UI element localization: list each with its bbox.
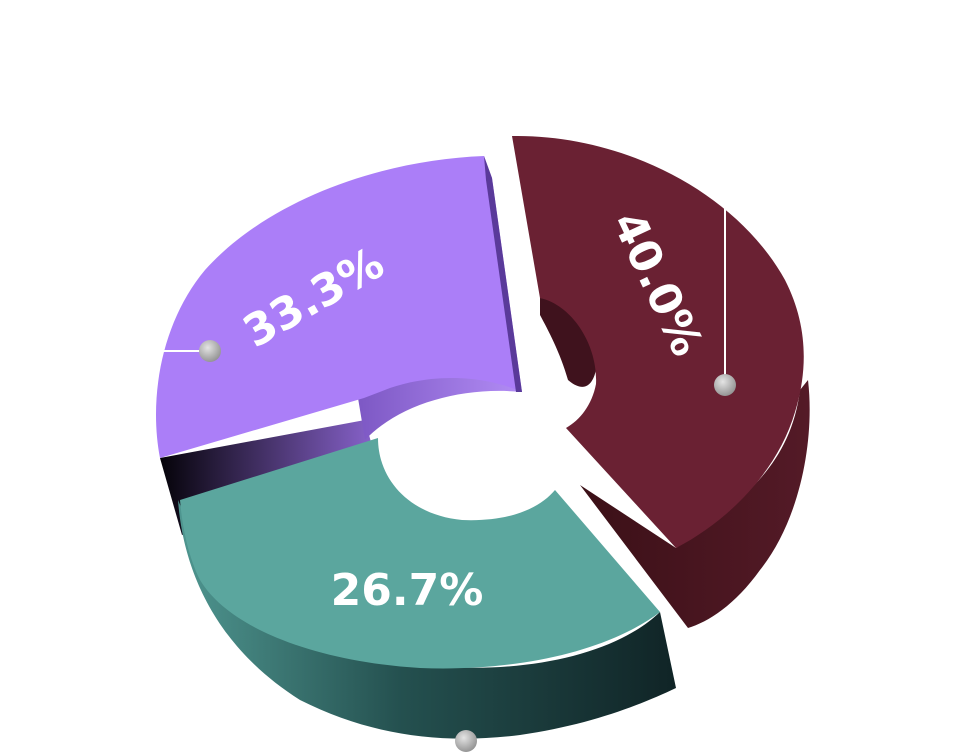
slice-33-3-top — [156, 156, 522, 458]
slice-40-0-group — [512, 135, 810, 628]
leader-dot-40-0 — [714, 374, 736, 396]
slice-label-26-7: 26.7% — [331, 565, 484, 616]
slice-40-0-top — [512, 135, 804, 548]
leader-lines — [135, 205, 736, 752]
slice-40-0-side — [580, 380, 810, 628]
slice-26-7-top — [180, 438, 660, 669]
slice-26-7-group — [178, 438, 676, 739]
leader-dot-33-3 — [199, 340, 221, 362]
slice-33-3-edge — [484, 156, 522, 392]
leader-dot-26-7 — [455, 730, 477, 752]
slice-26-7-side — [178, 500, 676, 739]
slice-40-0-inner-wall — [540, 298, 597, 387]
